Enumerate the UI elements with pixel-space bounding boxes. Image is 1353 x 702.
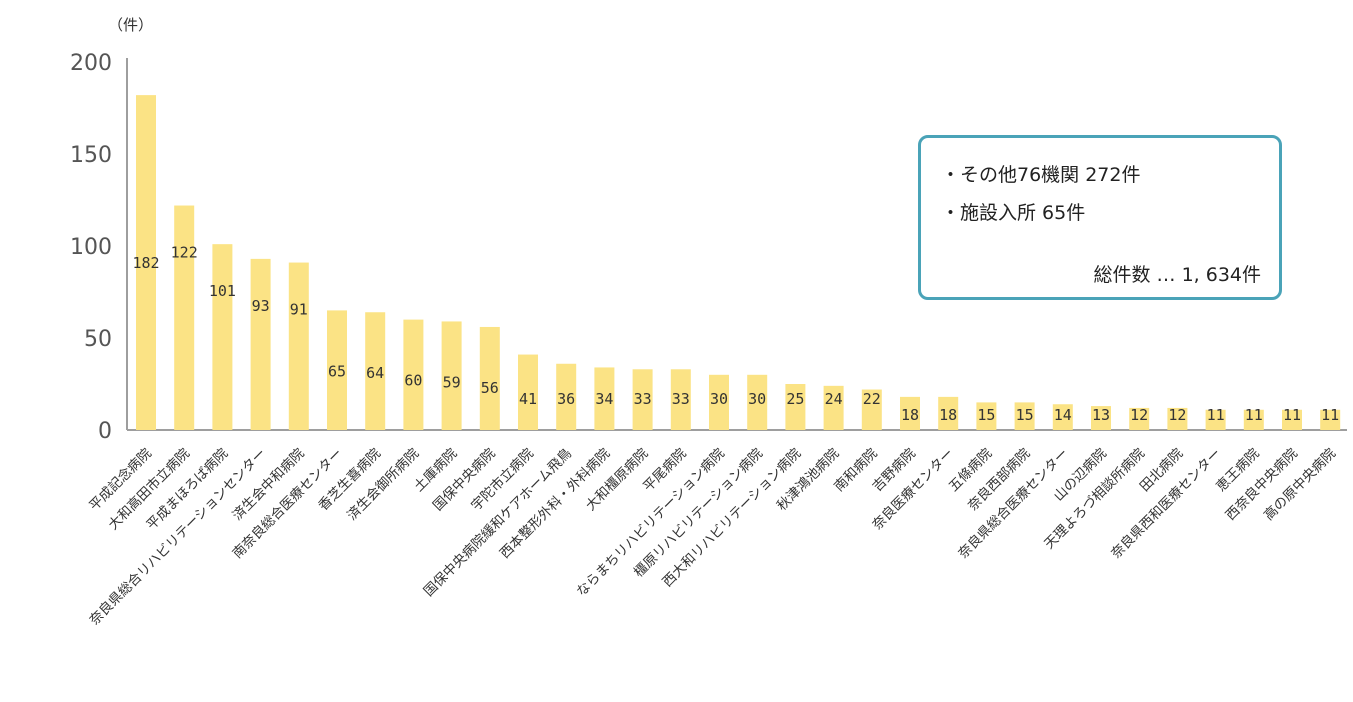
bar <box>938 396 959 430</box>
bar <box>1282 409 1302 430</box>
bar <box>594 367 615 430</box>
bar-value-label: 11 <box>1207 406 1225 424</box>
bar-value-label: 12 <box>1130 406 1148 424</box>
y-unit-label: （件） <box>108 16 153 34</box>
bar-value-label: 93 <box>252 297 270 315</box>
bar-value-label: 101 <box>209 282 236 300</box>
bar <box>747 374 768 430</box>
bar-value-label: 33 <box>634 390 652 408</box>
bar <box>441 321 462 430</box>
bar-value-label: 34 <box>595 390 613 408</box>
y-axis-ticks: 0 50 100 150 200 <box>70 51 112 444</box>
bar-value-label: 56 <box>481 379 499 397</box>
bars-group <box>136 95 1341 431</box>
bar <box>288 262 309 430</box>
bar-value-label: 65 <box>328 362 346 380</box>
bar-value-label: 11 <box>1283 406 1301 424</box>
bar-value-label: 30 <box>748 390 766 408</box>
y-tick-label: 100 <box>70 235 112 260</box>
category-labels: 平成記念病院大和高田市立病院平成まほろば病院奈良県総合リハビリテーションセンター… <box>86 444 1340 628</box>
bar <box>365 312 386 430</box>
bar <box>1167 407 1188 430</box>
bar-value-label: 33 <box>672 390 690 408</box>
y-tick-label: 150 <box>70 143 112 168</box>
bar <box>900 396 920 430</box>
bar <box>632 369 653 430</box>
bar-value-label: 12 <box>1168 406 1186 424</box>
bar-value-label: 18 <box>901 406 919 424</box>
bar <box>861 389 882 430</box>
bar-value-label: 30 <box>710 390 728 408</box>
bar <box>174 205 195 430</box>
summary-box: ・その他76機関 272件 ・施設入所 65件 総件数 … 1, 634件 <box>918 135 1282 300</box>
bar <box>212 244 233 430</box>
bar <box>1205 409 1226 430</box>
bar-value-label: 18 <box>939 406 957 424</box>
bar-value-label: 15 <box>1016 406 1034 424</box>
bar <box>709 374 729 430</box>
bar <box>823 385 844 430</box>
bar-value-label: 24 <box>825 390 843 408</box>
bar <box>556 363 577 430</box>
bar-value-label: 41 <box>519 390 537 408</box>
bar <box>327 310 347 430</box>
bar <box>250 258 271 430</box>
bar <box>1091 406 1111 430</box>
y-tick-label: 200 <box>70 51 112 76</box>
y-tick-label: 0 <box>98 419 112 444</box>
bar <box>976 402 997 430</box>
bar <box>518 354 538 430</box>
bar <box>670 369 691 430</box>
bar <box>136 95 156 431</box>
bar <box>1320 409 1341 430</box>
y-tick-label: 50 <box>84 327 112 352</box>
bar-value-label: 15 <box>977 406 995 424</box>
total-count-line: 総件数 … 1, 634件 <box>1093 264 1261 286</box>
bar <box>1129 407 1150 430</box>
bar-value-label: 36 <box>557 390 575 408</box>
bar-value-label: 22 <box>863 390 881 408</box>
bar-value-label: 59 <box>443 373 461 391</box>
bar <box>403 319 424 430</box>
bar <box>1243 409 1264 430</box>
bar-value-label: 25 <box>786 390 804 408</box>
bar-value-label: 11 <box>1321 406 1339 424</box>
bar-value-label: 64 <box>366 364 384 382</box>
bar-value-label: 122 <box>171 244 198 262</box>
bar <box>785 384 806 430</box>
bar <box>1014 402 1035 430</box>
bar-value-label: 11 <box>1245 406 1263 424</box>
facility-admission-line: ・施設入所 65件 <box>941 202 1086 224</box>
bar-value-label: 13 <box>1092 406 1110 424</box>
bar <box>479 326 500 430</box>
bar-value-label: 14 <box>1054 406 1072 424</box>
other-institutions-line: ・その他76機関 272件 <box>941 164 1141 186</box>
bar-value-label: 60 <box>404 372 422 390</box>
value-labels: 182 122 101 93 91 65 64 60 59 56 41 36 34 33 33 30 30 25 2… <box>132 244 1339 424</box>
bar <box>1052 404 1073 430</box>
bar-value-label: 182 <box>132 254 159 272</box>
bar-value-label: 91 <box>290 301 308 319</box>
